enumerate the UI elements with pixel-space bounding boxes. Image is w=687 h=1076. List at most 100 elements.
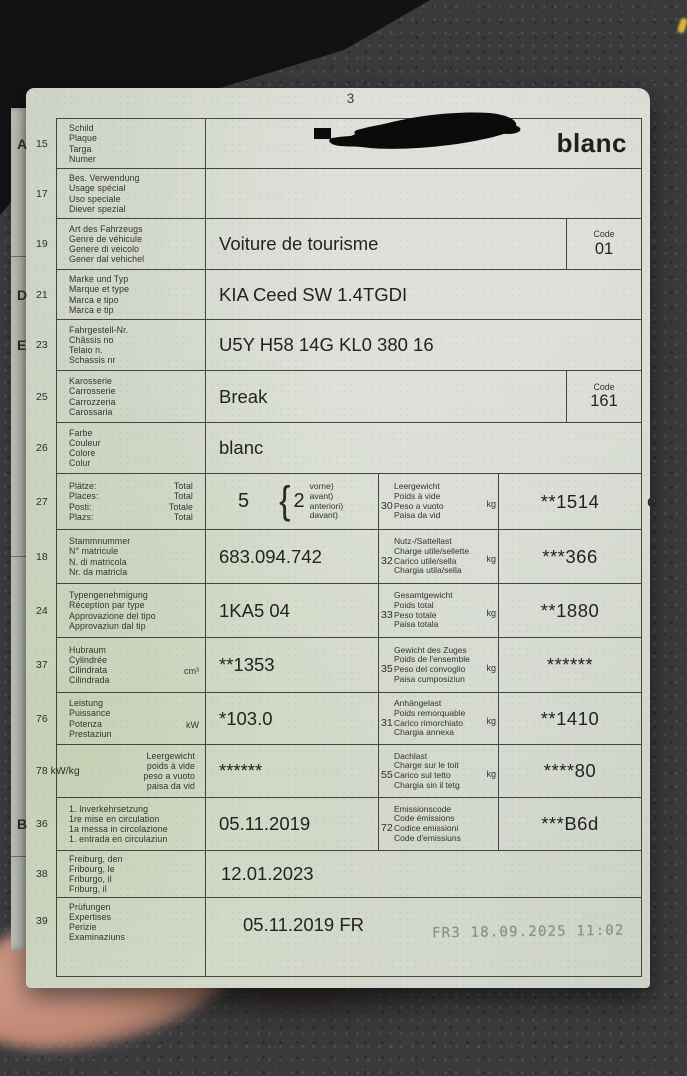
row-number-38: 38 (36, 868, 48, 880)
row-number-25: 25 (36, 390, 48, 403)
row-number-19: 19 (36, 238, 48, 250)
field-label-empty-weight: 30 Leergewicht Poids à vide Peso a vuoto… (379, 474, 499, 529)
vehicle-registration-document: 3 A 15 Schild Plaque Targa Numer blanc (17, 88, 658, 988)
empty-weight-value: **1514 (540, 490, 600, 512)
table-row-15-plate: A 15 Schild Plaque Targa Numer blanc (17, 112, 641, 169)
margin-letter-A: A (17, 135, 28, 152)
vehicle-type-value: Voiture de tourisme (219, 233, 379, 254)
field-label-power: Leistung Puissance Potenza Prestaziun kW (57, 693, 206, 744)
train-weight-value: ****** (546, 654, 594, 675)
field-label-color: Farbe Couleur Colore Colur (57, 423, 206, 473)
table-row-78-power-to-weight: 78 kW/kg Leergewicht poids à vide peso a… (36, 745, 641, 798)
seats-front-value: 2 (293, 490, 305, 512)
table-row-39-inspections: 39 Prüfungen Expertises Perizie Examinaz… (36, 898, 641, 976)
table-row-23-chassis: E 23 Fahrgestell-Nr. Châssis no Telaio n… (17, 320, 641, 371)
first-registration-value: 05.11.2019 (206, 798, 379, 850)
seats-value-cell: 5 { 2 vorne) avant) anteriori) davant) (206, 474, 379, 529)
margin-letter-G: G (647, 493, 658, 510)
field-label-first-registration: 1. Inverkehrsetzung 1re mise en circulat… (57, 798, 206, 850)
table-row-27-seats: 27 G Plätze: Total Places: Total Posti: Tot… (36, 474, 658, 530)
matricule-value: 683.094.742 (206, 530, 379, 583)
inspection-value-cell: 05.11.2019 FR FR3 18.09.2025 11:02 (206, 898, 641, 976)
redacted-plate-number (314, 112, 521, 149)
power-value: *103.0 (206, 693, 379, 744)
inspection-date-value: 05.11.2019 FR (243, 914, 365, 935)
body-style-value: Break (219, 385, 268, 407)
field-label-inspections: Prüfungen Expertises Perizie Examinaziun… (57, 898, 206, 976)
row-number-78-kw-kg: 78 kW/kg (36, 765, 80, 777)
row-number-26: 26 (36, 442, 48, 454)
table-row-36-first-registration: B 36 1. Inverkehrsetzung 1re mise en cir… (17, 798, 641, 851)
field-label-towing-weight: 31 Anhängelast Poids remorquable Carico … (379, 693, 499, 744)
body-style-code-box: Code 161 (566, 371, 641, 422)
page-number: 3 (346, 91, 355, 106)
margin-letter-F: F (649, 602, 658, 619)
field-label-train-weight: 35 Gewicht des Zuges Poids de l'ensemble… (379, 638, 499, 692)
field-label-plate: Schild Plaque Targa Numer (57, 119, 206, 168)
issue-date-value: 12.01.2023 (221, 863, 314, 884)
row-number-24: 24 (36, 604, 48, 617)
row-number-39: 39 (36, 915, 48, 928)
plate-color-word: blanc (556, 128, 627, 158)
towing-weight-value: **1410 (540, 707, 600, 729)
yellow-road-paint-speck (676, 17, 687, 34)
table-row-38-issue-date: 38 Freiburg, den Fribourg, le Friburgo, … (36, 851, 641, 898)
margin-letter-D: D (17, 286, 28, 303)
field-label-matricule: Stammnummer N° matricule N. di matricola… (57, 530, 206, 583)
field-label-special-use: Bes. Verwendung Usage spécial Uso specia… (57, 169, 206, 218)
color-value: blanc (219, 437, 264, 458)
field-label-body: Karosserie Carrosserie Carrozzeria Caros… (57, 371, 206, 422)
field-label-power-to-weight: Leergewicht poids à vide peso a vuoto pa… (57, 745, 206, 797)
field-label-chassis: Fahrgestell-Nr. Châssis no Telaio n. Sch… (57, 320, 206, 370)
registration-table: A 15 Schild Plaque Targa Numer blanc 17 (17, 112, 658, 977)
table-row-21-make-type: D 21 Marke und Typ Marque et type Marca … (17, 270, 641, 320)
booklet-previous-page-edge (11, 108, 30, 950)
field-label-payload: 32 Nutz-/Sattellast Charge utile/sellett… (379, 530, 499, 583)
row-number-76: 76 (36, 712, 48, 725)
chassis-number-value: U5Y H58 14G KL0 380 16 (219, 334, 434, 355)
row-number-15: 15 (36, 137, 48, 150)
displacement-value: **1353 (206, 638, 379, 692)
row-number-37: 37 (36, 659, 48, 671)
emission-code-value: ***B6d (541, 813, 599, 834)
inspection-stamp: FR3 18.09.2025 11:02 (432, 922, 626, 942)
row-number-21: 21 (36, 288, 48, 301)
field-label-emission-code: 72 Emissionscode Code émissions Codice e… (379, 798, 499, 850)
type-approval-value: 1KA5 04 (206, 584, 379, 637)
margin-letter-E: E (17, 337, 27, 353)
field-label-roof-load: 55 Dachlast Charge sur le toit Carico su… (379, 745, 499, 797)
table-row-19-vehicle-type: 19 Art des Fahrzeugs Genre de véhicule G… (36, 219, 641, 270)
vehicle-type-code-box: Code 01 (566, 219, 641, 269)
special-use-value (206, 169, 641, 218)
table-row-17-special-use: 17 Bes. Verwendung Usage spécial Uso spe… (36, 169, 641, 219)
row-number-36: 36 (36, 818, 48, 830)
payload-value: ***366 (542, 545, 598, 567)
table-row-24-type-approval: 24 F Typengenehmigung Réception par type… (36, 584, 658, 638)
table-row-37-displacement: 37 Hubraum Cylindrée Cilindrata Cilindra… (36, 638, 641, 693)
seats-total-value: 5 (238, 490, 250, 512)
row-number-23: 23 (36, 339, 48, 351)
make-type-value: KIA Ceed SW 1.4TGDI (219, 283, 408, 305)
field-label-issue-place: Freiburg, den Fribourg, le Friburgo, il … (57, 851, 206, 897)
field-label-total-weight: 33 Gesamtgewicht Poids total Peso totale… (379, 584, 499, 637)
table-row-26-color: 26 Farbe Couleur Colore Colur blanc (36, 423, 641, 474)
row-number-17: 17 (36, 187, 48, 200)
seats-front-labels: vorne) avant) anteriori) davant) (309, 481, 344, 521)
row-number-27: 27 (36, 495, 48, 508)
power-to-weight-value: ****** (206, 745, 379, 797)
field-label-vehicle-type: Art des Fahrzeugs Genre de véhicule Gene… (57, 219, 206, 269)
row-number-18: 18 (36, 550, 48, 563)
field-label-displacement: Hubraum Cylindrée Cilindrata Cilindrada … (57, 638, 206, 692)
field-label-make: Marke und Typ Marque et type Marca e tip… (57, 270, 206, 319)
table-row-18-matricule: 18 Stammnummer N° matricule N. di matric… (36, 530, 641, 584)
brace-glyph: { (279, 479, 291, 523)
total-weight-value: **1880 (540, 599, 600, 621)
table-row-25-body: 25 Karosserie Carrosserie Carrozzeria Ca… (36, 371, 641, 423)
field-label-type-approval: Typengenehmigung Réception par type Appr… (57, 584, 206, 637)
unit-cm3: cm³ (184, 666, 199, 677)
margin-letter-B: B (17, 816, 28, 832)
plate-value-cell: blanc (206, 112, 641, 168)
roof-load-value: ****80 (543, 760, 597, 781)
table-row-76-power: 76 Leistung Puissance Potenza Prestaziun… (36, 693, 641, 745)
